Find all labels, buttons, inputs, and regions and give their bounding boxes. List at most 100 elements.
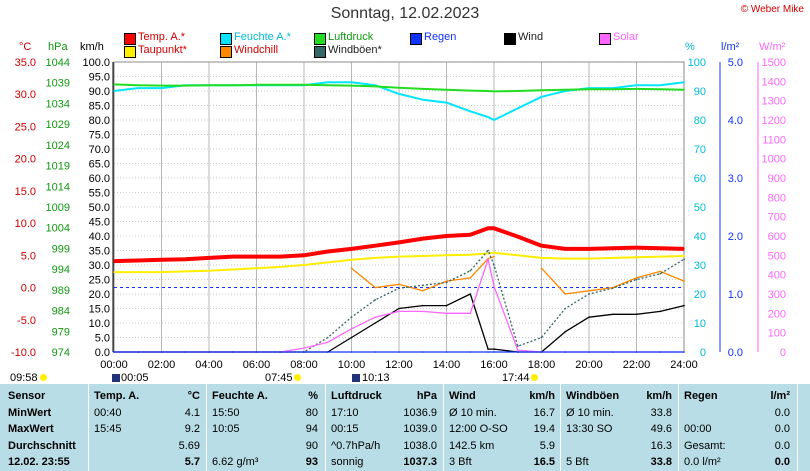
point-wind — [487, 348, 489, 350]
point-tempa — [184, 258, 187, 261]
cell-value: 5.7 — [184, 456, 200, 468]
point-tempa — [231, 255, 234, 258]
point-tempa — [493, 227, 495, 230]
point-taupunkt — [683, 255, 685, 257]
col-unit: km/h — [529, 390, 555, 402]
legend-swatch-windchill — [220, 46, 232, 58]
tick-pressure: 974 — [52, 347, 70, 359]
tick-solar: 1100 — [762, 134, 786, 146]
point-solar — [374, 316, 377, 319]
legend-label-temp: Temp. A.* — [138, 31, 186, 43]
sun-time-mid3: 10:13 — [362, 372, 390, 384]
point-windben — [445, 281, 448, 284]
point-luftdruck — [113, 83, 115, 86]
moonset-icon — [352, 374, 360, 382]
point-regen — [255, 351, 258, 353]
point-tempa — [113, 260, 115, 262]
tick-humidity: 100 — [688, 57, 706, 69]
row-label-avg: Durchschnitt — [8, 440, 76, 452]
cell-note: sonnig — [331, 456, 364, 468]
cell-note: Ø 10 min. — [566, 407, 614, 419]
series-windben — [114, 249, 685, 353]
point-taupunkt — [398, 255, 400, 258]
sun-time-left: 09:58 — [10, 372, 38, 384]
point-wind — [398, 307, 400, 310]
point-tempa — [540, 244, 543, 247]
cell-value: 0.0 — [774, 407, 790, 419]
point-feuchtea — [445, 101, 448, 104]
point-luftdruck — [487, 90, 489, 92]
point-luftdruck — [160, 84, 163, 87]
point-regen — [398, 351, 400, 353]
legend-label-gusts: Windböen* — [328, 44, 382, 56]
point-windben — [611, 287, 614, 290]
point-feuchtea — [136, 87, 139, 89]
point-regen — [113, 351, 115, 353]
point-solar — [326, 341, 329, 344]
point-solar — [469, 312, 472, 315]
point-windben — [564, 307, 567, 310]
tick-wind: 15.0 — [89, 304, 110, 316]
tick-temp: 0.0 — [21, 283, 36, 295]
cell-note: 13:30 SO — [566, 423, 613, 435]
row-label-min: MinWert — [8, 407, 52, 419]
point-wind — [493, 348, 495, 350]
point-wind — [683, 304, 685, 307]
point-wind — [421, 304, 424, 307]
cell-note: 6.62 g/m³ — [212, 456, 259, 468]
point-regen — [540, 351, 543, 353]
point-tempa — [611, 247, 614, 250]
cell-value: 1039.0 — [403, 423, 437, 435]
tick-pressure: 1004 — [46, 223, 70, 235]
cell-note: 00:40 — [94, 407, 122, 419]
legend-label-solar: Solar — [613, 31, 639, 43]
point-regen — [588, 351, 590, 353]
point-luftdruck — [374, 85, 377, 88]
tick-wind: 35.0 — [89, 246, 110, 258]
weather-chart: 35.0 30.0 25.0 20.0 15.0 10.0 5.0 0.0 -5.0 -10.0 1… — [11, 57, 786, 371]
tick-humidity: 0 — [700, 347, 706, 359]
tick-temp: 5.0 — [21, 250, 36, 262]
moonrise-icon — [112, 374, 120, 382]
point-regen — [279, 351, 282, 353]
point-luftdruck — [208, 84, 210, 86]
point-taupunkt — [540, 257, 543, 259]
tick-x: 18:00 — [528, 359, 556, 371]
tick-humidity: 40 — [694, 231, 706, 243]
point-wind — [611, 313, 614, 316]
tick-wind: 5.0 — [95, 333, 110, 345]
tick-solar: 1400 — [762, 76, 786, 88]
point-windchill — [588, 289, 590, 292]
cell-value: 90 — [305, 440, 318, 452]
legend-swatch-temp — [124, 33, 136, 45]
point-feuchtea — [469, 110, 472, 113]
legend-swatch-gusts — [314, 46, 326, 58]
tick-humidity: 90 — [694, 86, 706, 98]
legend-label-humidity: Feuchte A.* — [234, 31, 291, 43]
series-tempa — [113, 226, 685, 264]
point-regen — [421, 351, 424, 353]
tick-x: 08:00 — [290, 359, 318, 371]
point-luftdruck — [421, 88, 424, 90]
point-luftdruck — [469, 89, 472, 92]
point-wind — [564, 330, 567, 333]
tick-wind: 25.0 — [89, 275, 110, 287]
point-windben — [588, 293, 590, 295]
point-luftdruck — [184, 84, 187, 87]
point-tempa — [350, 248, 353, 250]
point-luftdruck — [279, 83, 282, 86]
cell-note: 5 Bft — [566, 456, 589, 468]
tick-pressure: 1029 — [46, 119, 70, 131]
copyright-text: © Weber Mike — [740, 4, 804, 15]
cell-note: 15:50 — [212, 407, 240, 419]
point-windchill — [540, 267, 543, 270]
unit-rain: l/m² — [721, 41, 740, 53]
point-regen — [487, 351, 489, 353]
legend-swatch-dewpoint — [124, 46, 136, 58]
point-windben — [540, 336, 543, 339]
legend-swatch-rain — [410, 33, 422, 45]
tick-x: 12:00 — [385, 359, 413, 371]
tick-temp: -5.0 — [17, 315, 36, 327]
point-tempa — [208, 257, 210, 259]
point-taupunkt — [160, 271, 163, 273]
